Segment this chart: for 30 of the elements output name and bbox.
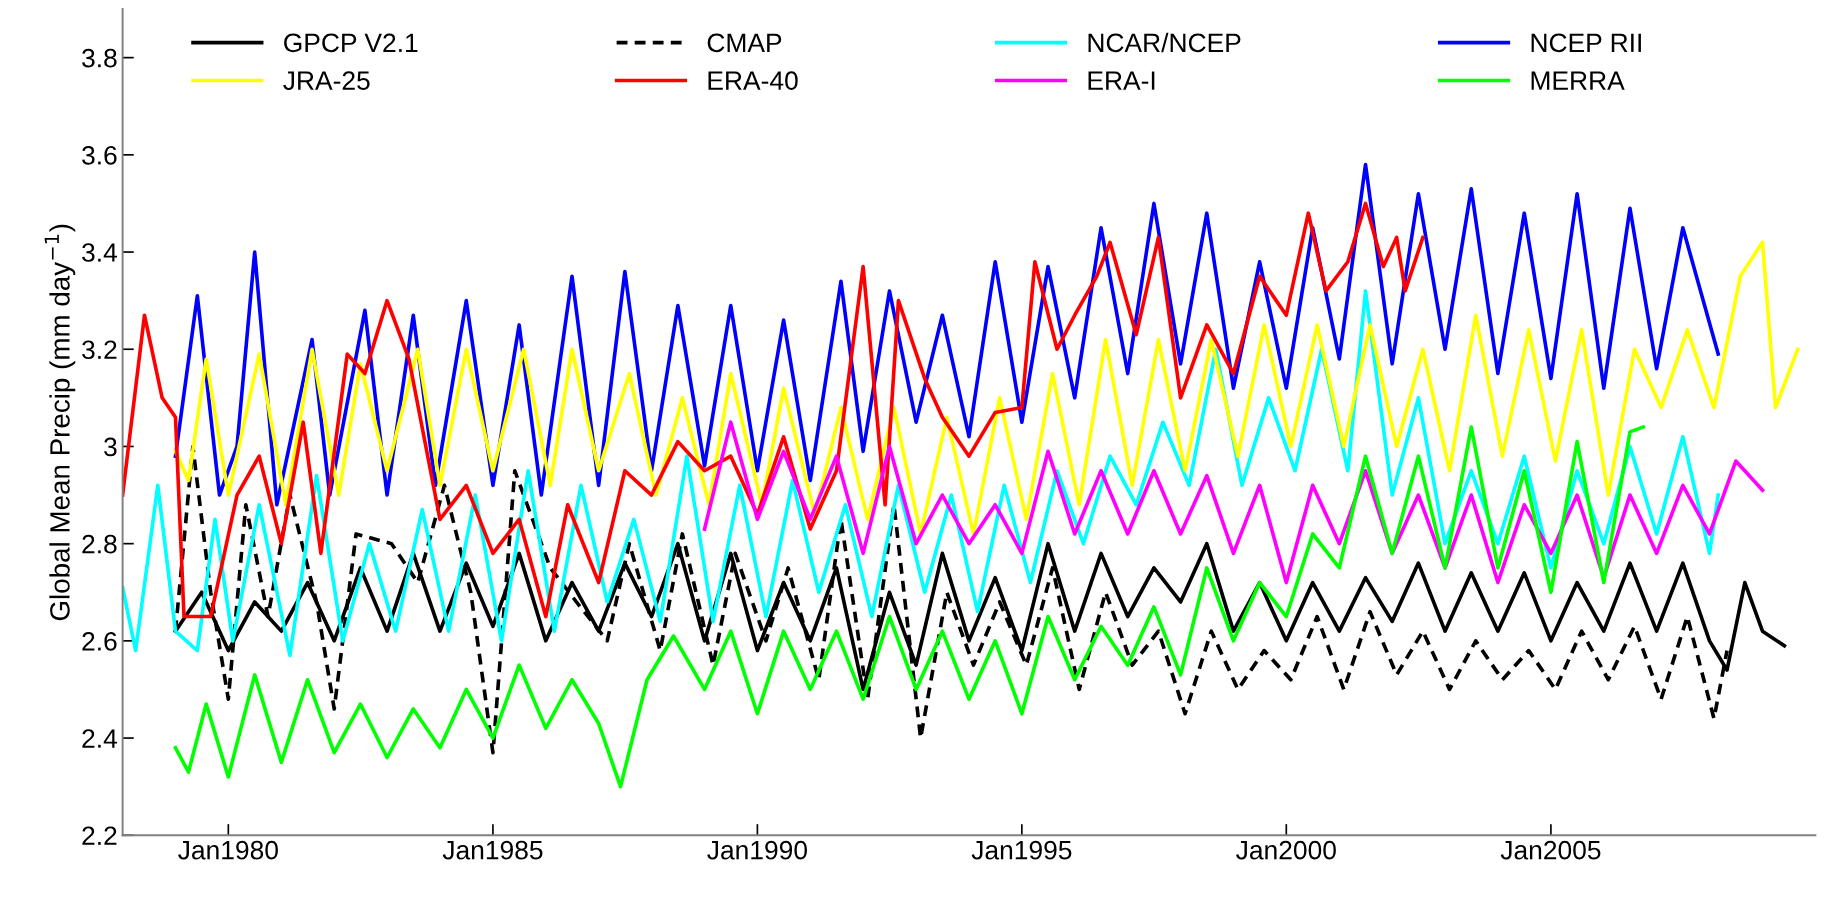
line-series <box>122 201 1425 619</box>
y-tick-label: 2.4 <box>82 729 117 748</box>
x-tick-label: Jan2005 <box>1500 840 1601 860</box>
line-series <box>122 289 1720 658</box>
line-series <box>173 425 1646 789</box>
line-series <box>173 162 1720 507</box>
legend-label: JRA-25 <box>283 71 370 90</box>
y-tick-label: 3.4 <box>82 243 117 262</box>
x-tick-label: Jan1990 <box>707 840 807 860</box>
y-tick-label: 3.2 <box>82 340 117 360</box>
legend-label: ERA-I <box>1088 71 1155 90</box>
y-tick-label: 2.2 <box>82 826 117 845</box>
y-tick-label: 2.6 <box>82 632 117 651</box>
line-series <box>173 240 1800 536</box>
line-series <box>702 420 1765 585</box>
x-tick-label: Jan1995 <box>971 840 1072 860</box>
y-tick-label: 3.8 <box>82 48 117 68</box>
x-tick-label: Jan1980 <box>178 840 278 860</box>
legend-label: MERRA <box>1531 71 1625 90</box>
y-tick-label: 2.8 <box>82 534 117 554</box>
legend-label: NCEP RII <box>1531 33 1641 53</box>
legend-label: CMAP <box>707 33 782 53</box>
legend-label: GPCP V2.1 <box>284 33 418 53</box>
y-axis-title: Global Mean Precip (mm day$^{−1}$) <box>44 224 76 621</box>
x-tick-label: Jan2000 <box>1236 840 1336 860</box>
legend-label: NCAR/NCEP <box>1088 32 1241 53</box>
y-tick-label: 3 <box>104 437 117 457</box>
legend-label: ERA-40 <box>708 71 798 90</box>
y-tick-label: 3.6 <box>82 145 117 165</box>
x-tick-label: Jan1985 <box>442 840 543 860</box>
